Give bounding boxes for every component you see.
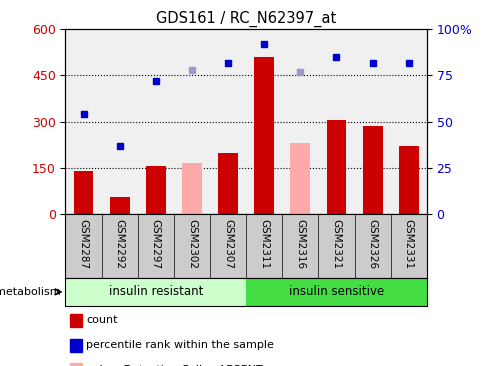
- Text: GSM2321: GSM2321: [331, 219, 341, 269]
- Bar: [290, 143, 310, 214]
- Bar: [245, 278, 426, 306]
- Bar: [398, 146, 418, 214]
- Text: GSM2316: GSM2316: [295, 219, 305, 269]
- Bar: [254, 57, 273, 214]
- Text: GSM2307: GSM2307: [223, 219, 233, 269]
- Bar: [182, 163, 201, 214]
- Text: GSM2297: GSM2297: [151, 219, 161, 269]
- Bar: [65, 278, 245, 306]
- Bar: [109, 197, 129, 214]
- Bar: [74, 171, 93, 214]
- Title: GDS161 / RC_N62397_at: GDS161 / RC_N62397_at: [156, 10, 335, 27]
- Text: GSM2302: GSM2302: [186, 219, 197, 269]
- Text: value, Detection Call = ABSENT: value, Detection Call = ABSENT: [86, 365, 262, 366]
- Bar: [362, 126, 382, 214]
- Text: insulin sensitive: insulin sensitive: [288, 285, 383, 298]
- Text: GSM2326: GSM2326: [367, 219, 377, 269]
- Text: GSM2331: GSM2331: [403, 219, 413, 269]
- Text: count: count: [86, 315, 118, 325]
- Text: percentile rank within the sample: percentile rank within the sample: [86, 340, 273, 350]
- Bar: [218, 153, 238, 214]
- Bar: [146, 167, 166, 214]
- Text: metabolism: metabolism: [0, 287, 60, 297]
- Bar: [326, 120, 346, 214]
- Text: insulin resistant: insulin resistant: [108, 285, 203, 298]
- Text: GSM2292: GSM2292: [114, 219, 124, 269]
- Text: GSM2287: GSM2287: [78, 219, 89, 269]
- Text: GSM2311: GSM2311: [258, 219, 269, 269]
